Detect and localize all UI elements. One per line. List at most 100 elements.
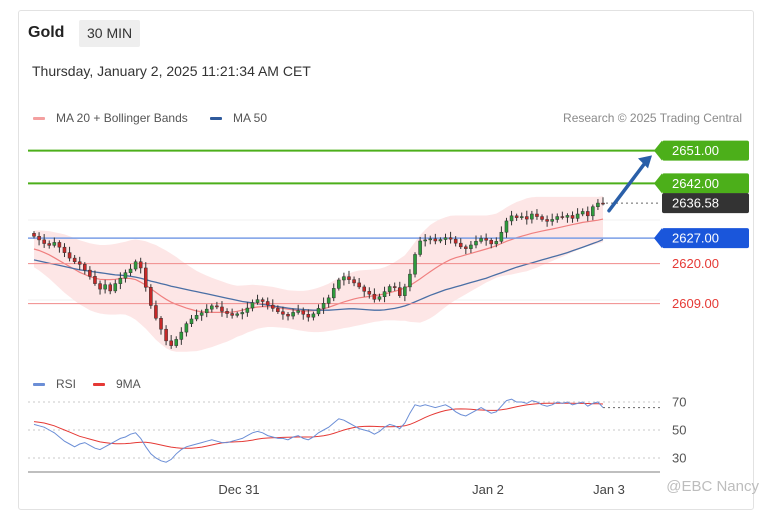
- resistance-label-bg: [662, 140, 749, 161]
- rsi-line: [33, 398, 604, 463]
- candle-body: [281, 311, 285, 315]
- candle-body: [255, 299, 260, 303]
- candle-body: [423, 239, 427, 242]
- current-price-label: 2636.58: [672, 196, 719, 211]
- candle-body: [580, 211, 585, 215]
- candle-body: [367, 291, 372, 295]
- candle-body: [62, 246, 67, 253]
- candle-body: [169, 340, 173, 346]
- candle-body: [149, 287, 153, 306]
- candle-body: [133, 261, 138, 270]
- support-label: 2609.00: [672, 296, 719, 311]
- candle-body: [98, 283, 102, 290]
- candle-body: [52, 242, 57, 246]
- candle-body: [408, 273, 412, 288]
- candle-body: [276, 308, 280, 312]
- candle-body: [392, 286, 397, 288]
- candle-body: [438, 239, 443, 242]
- candle-body: [357, 282, 361, 288]
- candle-body: [489, 240, 494, 245]
- candle-body: [93, 276, 97, 284]
- pivot-label: 2627.00: [672, 231, 719, 246]
- support-label: 2620.00: [672, 256, 719, 271]
- timeframe-badge[interactable]: 30 MIN: [79, 20, 141, 47]
- resistance-label-pointer: [654, 173, 662, 194]
- candle-body: [413, 254, 417, 275]
- pivot-label-bg: [662, 228, 749, 249]
- candle-body: [199, 312, 204, 316]
- candle-body: [67, 252, 72, 259]
- candle-body: [88, 269, 92, 277]
- candle-body: [372, 293, 377, 300]
- candle-body: [286, 313, 290, 317]
- candle-body: [189, 318, 194, 324]
- watermark: @EBC Nancy: [666, 478, 759, 495]
- x-tick-label: Dec 31: [218, 482, 259, 497]
- candle-body: [306, 313, 311, 318]
- candle-body: [37, 235, 41, 241]
- candle-body: [377, 296, 382, 300]
- rsi-legend-label: RSI: [56, 377, 77, 391]
- candle-body: [128, 268, 133, 273]
- resistance-label-bg: [662, 173, 749, 194]
- candle-body: [499, 231, 504, 242]
- rsi-tick-label: 30: [672, 451, 686, 466]
- x-tick-label: Jan 3: [593, 482, 625, 497]
- resistance-label-pointer: [654, 140, 662, 161]
- candle-body: [316, 308, 321, 315]
- candle-body: [601, 202, 605, 205]
- candle-body: [382, 291, 387, 298]
- symbol-title: Gold: [28, 24, 65, 41]
- candle-body: [565, 215, 570, 218]
- datetime-label: Thursday, January 2, 2025 11:21:34 AM CE…: [32, 63, 311, 79]
- candle-body: [220, 306, 224, 312]
- candle-body: [403, 286, 407, 296]
- candle-body: [484, 238, 488, 241]
- candle-body: [387, 286, 392, 292]
- candle-body: [555, 216, 560, 220]
- candle-body: [575, 213, 580, 219]
- candle-body: [42, 239, 46, 244]
- ma9-legend-swatch: [93, 383, 105, 386]
- candle-body: [570, 215, 575, 219]
- candle-body: [72, 257, 77, 263]
- credit-text: Research © 2025 Trading Central: [563, 111, 742, 125]
- candle-body: [509, 215, 514, 222]
- resistance-label: 2651.00: [672, 143, 719, 158]
- ma20-legend-label: MA 20 + Bollinger Bands: [56, 111, 188, 125]
- candle-body: [83, 264, 87, 271]
- candle-body: [108, 284, 112, 292]
- candle-body: [240, 312, 245, 315]
- candle-body: [113, 283, 118, 292]
- candle-body: [494, 241, 499, 245]
- x-tick-label: Jan 2: [472, 482, 504, 497]
- candle-body: [123, 272, 128, 279]
- candle-body: [184, 323, 189, 333]
- candle-body: [215, 305, 219, 308]
- candle-body: [514, 215, 519, 218]
- candle-body: [296, 310, 300, 313]
- ma20-legend-swatch: [33, 117, 45, 120]
- candle-body: [362, 286, 366, 292]
- candle-body: [398, 287, 402, 296]
- candle-body: [342, 276, 346, 281]
- candle-body: [32, 233, 36, 237]
- candle-body: [591, 206, 595, 217]
- candle-body: [504, 220, 509, 233]
- candle-body: [530, 213, 534, 220]
- bollinger-band: [34, 196, 603, 352]
- candle-body: [311, 313, 316, 318]
- candle-body: [418, 240, 422, 255]
- candle-body: [545, 219, 549, 222]
- pivot-label-pointer: [654, 228, 662, 249]
- candle-body: [164, 328, 168, 342]
- candle-body: [321, 303, 326, 309]
- ma9-line: [33, 402, 604, 449]
- candle-body: [291, 312, 295, 317]
- candle-body: [326, 297, 331, 304]
- ma9-legend-label: 9MA: [116, 377, 141, 391]
- candle-body: [585, 211, 590, 217]
- rsi-tick-label: 70: [672, 395, 686, 410]
- candle-body: [210, 305, 214, 310]
- resistance-label: 2642.00: [672, 176, 719, 191]
